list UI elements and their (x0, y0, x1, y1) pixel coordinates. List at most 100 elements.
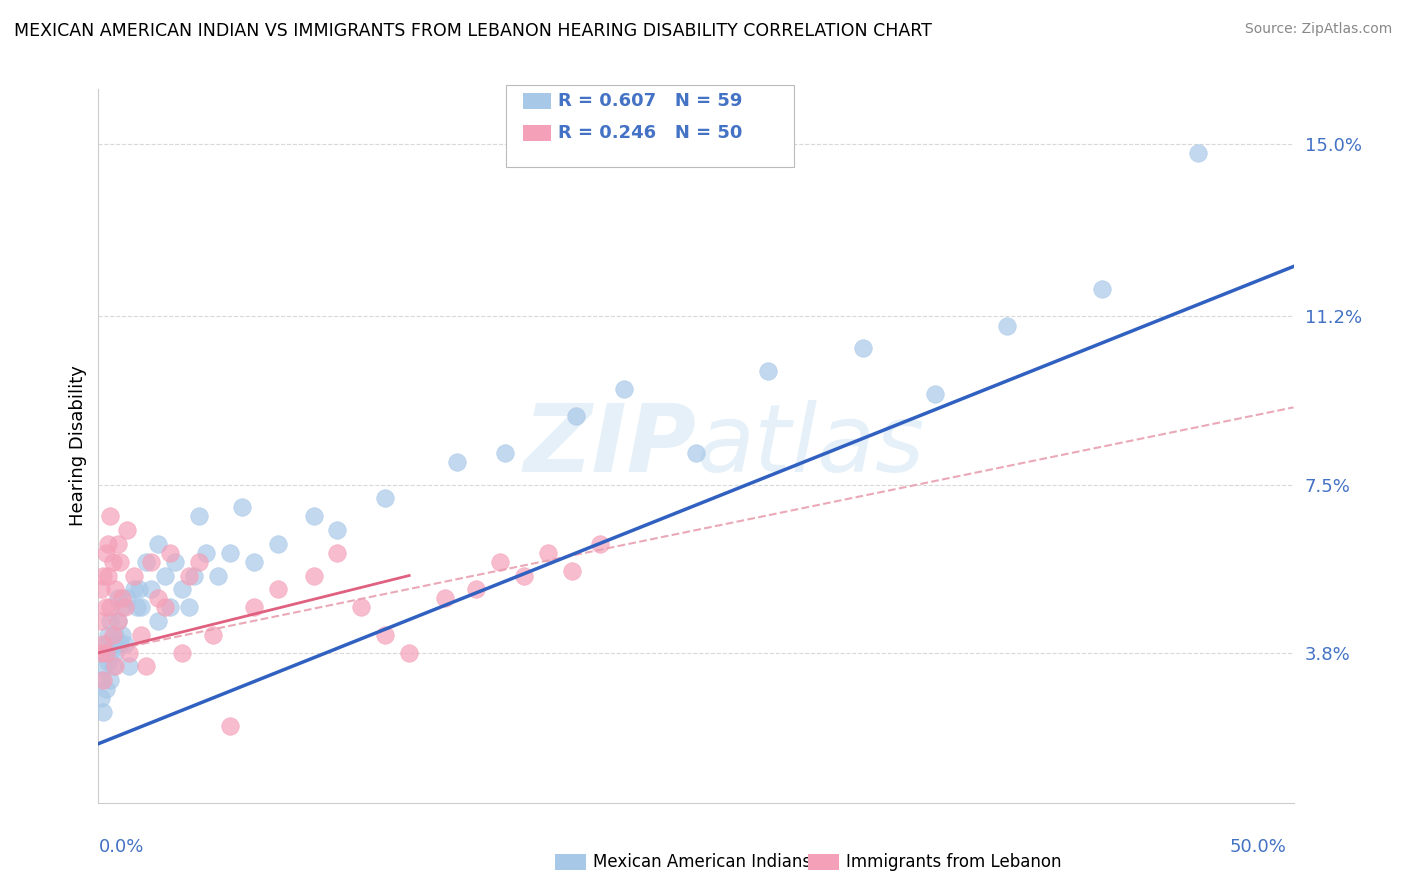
Y-axis label: Hearing Disability: Hearing Disability (69, 366, 87, 526)
Point (589, 537, 612, 551)
Point (172, 582, 194, 597)
Point (91, 705, 114, 719)
Point (465, 582, 488, 597)
Point (107, 591, 129, 606)
Point (187, 555, 209, 569)
Point (101, 627, 124, 641)
Point (131, 600, 153, 615)
Point (94, 646, 117, 660)
Point (124, 568, 146, 582)
Text: R = 0.607   N = 59: R = 0.607 N = 59 (558, 92, 742, 110)
Point (195, 546, 218, 560)
Point (104, 659, 127, 673)
Point (995, 318, 1018, 333)
Point (98, 600, 122, 615)
Point (565, 409, 588, 424)
Point (125, 600, 148, 615)
Point (852, 341, 875, 355)
Text: Mexican American Indians: Mexican American Indians (593, 853, 811, 871)
Point (243, 600, 266, 615)
Point (124, 582, 146, 597)
Point (111, 600, 134, 615)
Point (159, 600, 181, 615)
Point (135, 659, 157, 673)
Point (98, 646, 122, 660)
Point (434, 591, 457, 606)
Point (231, 500, 253, 515)
Point (108, 637, 131, 651)
Point (374, 491, 396, 506)
Point (90, 673, 112, 687)
Point (756, 364, 779, 378)
Point (101, 659, 124, 673)
Text: 0.0%: 0.0% (98, 838, 143, 856)
Point (114, 600, 136, 615)
Text: Source: ZipAtlas.com: Source: ZipAtlas.com (1244, 22, 1392, 37)
Point (135, 555, 157, 569)
Point (613, 382, 636, 396)
Point (155, 600, 177, 615)
Point (91, 568, 114, 582)
Point (179, 600, 201, 615)
Point (326, 546, 349, 560)
Point (115, 523, 138, 537)
Point (107, 537, 129, 551)
Point (489, 555, 512, 569)
Point (97, 568, 120, 582)
Point (90, 691, 112, 706)
Point (91, 637, 114, 651)
Point (94, 682, 117, 697)
Point (148, 614, 170, 628)
Point (115, 591, 138, 606)
Point (131, 627, 153, 641)
Point (1091, 282, 1114, 296)
Text: MEXICAN AMERICAN INDIAN VS IMMIGRANTS FROM LEBANON HEARING DISABILITY CORRELATIO: MEXICAN AMERICAN INDIAN VS IMMIGRANTS FR… (14, 22, 932, 40)
Point (179, 568, 201, 582)
Point (924, 386, 946, 401)
Point (94, 600, 117, 615)
Point (139, 555, 162, 569)
Point (159, 546, 181, 560)
Point (98, 673, 122, 687)
Point (128, 582, 150, 597)
Point (91, 659, 114, 673)
Point (111, 591, 134, 606)
Text: R = 0.246   N = 50: R = 0.246 N = 50 (558, 124, 742, 142)
Point (537, 546, 560, 560)
Point (94, 637, 117, 651)
Point (107, 614, 129, 628)
Point (107, 614, 129, 628)
Point (219, 546, 242, 560)
Point (98, 509, 122, 524)
Point (202, 627, 225, 641)
Point (118, 659, 141, 673)
Text: 50.0%: 50.0% (1230, 838, 1286, 856)
Point (101, 555, 124, 569)
Point (97, 627, 120, 641)
Point (374, 627, 396, 641)
Point (91, 673, 114, 687)
Point (94, 646, 117, 660)
Point (94, 546, 117, 560)
Point (97, 537, 120, 551)
Point (1187, 145, 1209, 160)
Point (139, 582, 162, 597)
Point (267, 537, 290, 551)
Point (398, 646, 420, 660)
Point (97, 655, 120, 669)
Point (118, 646, 141, 660)
Point (685, 446, 707, 460)
Point (163, 555, 186, 569)
Point (90, 582, 112, 597)
Point (104, 582, 127, 597)
Point (494, 446, 516, 460)
Point (111, 627, 134, 641)
Point (187, 509, 209, 524)
Point (207, 568, 229, 582)
Point (90, 646, 112, 660)
Text: Immigrants from Lebanon: Immigrants from Lebanon (846, 853, 1062, 871)
Point (243, 555, 266, 569)
Text: ZIP: ZIP (523, 400, 696, 492)
Point (98, 614, 122, 628)
Point (350, 600, 373, 615)
